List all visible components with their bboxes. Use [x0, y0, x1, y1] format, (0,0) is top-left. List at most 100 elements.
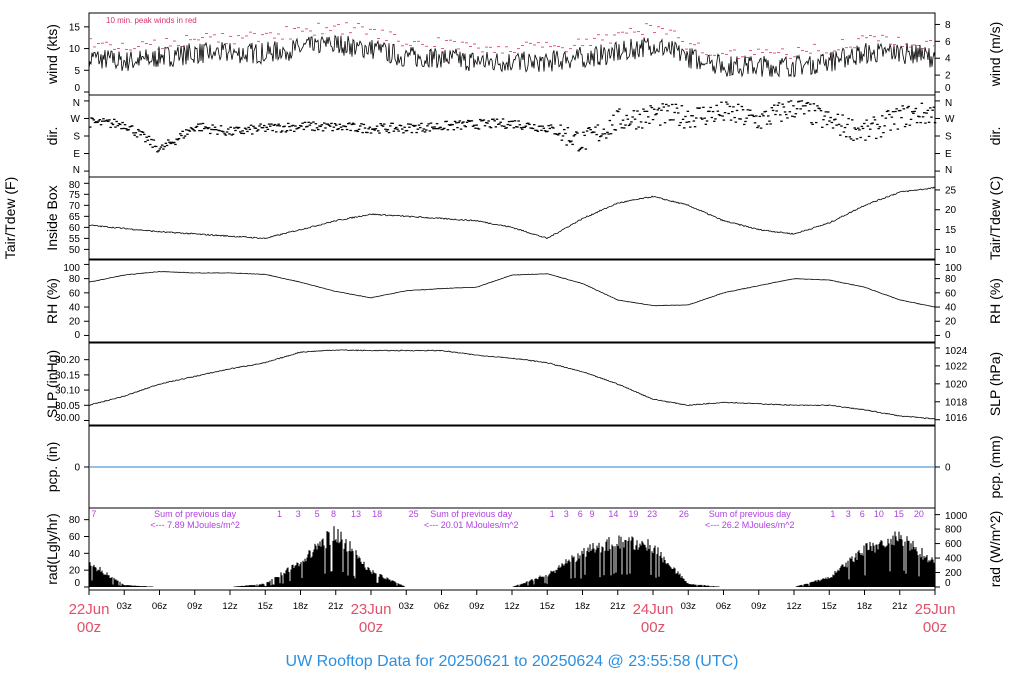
- y-axis-label: SLP (inHg): [44, 350, 60, 418]
- hour-marker-label: 10: [874, 509, 884, 519]
- y-tick-label: N: [73, 165, 80, 176]
- rh-series: [88, 271, 936, 308]
- y-tick-label-right: 15: [945, 225, 957, 236]
- y-tick-label-right: 0: [945, 463, 951, 474]
- y-tick-label: 20: [69, 317, 81, 328]
- annotation: 10 min. peak winds in red: [106, 16, 197, 25]
- panel-frame: [88, 342, 936, 426]
- y-tick-label: 30.15: [55, 370, 80, 381]
- x-tick-label: 03z: [117, 601, 133, 612]
- daily-sum-label: Sum of previous day: [709, 509, 792, 519]
- y-tick-label-right: 200: [945, 568, 962, 579]
- x-date-sublabel: 00z: [77, 619, 101, 636]
- x-tick-label: 06z: [152, 601, 168, 612]
- x-tick-label: 12z: [222, 601, 238, 612]
- panel-frame: [88, 12, 936, 96]
- y-tick-label: W: [71, 114, 81, 125]
- y-axis-label: wind (kts): [44, 24, 60, 85]
- y-tick-label-right: 80: [945, 274, 957, 285]
- y-tick-label-right: E: [945, 149, 952, 160]
- hour-marker-label: 3: [296, 509, 301, 519]
- x-date-label: 22Jun: [69, 601, 110, 618]
- hour-marker-label: 18: [372, 509, 382, 519]
- y-tick-label-right: 0: [945, 83, 951, 94]
- y-tick-label: 70: [69, 201, 81, 212]
- hour-marker-label: 7: [91, 509, 96, 519]
- y-tick-label: 40: [69, 549, 81, 560]
- hour-marker-label: 13: [351, 509, 361, 519]
- x-tick-label: 06z: [716, 601, 732, 612]
- y-tick-label-right: 6: [945, 37, 951, 48]
- y-tick-label-right: S: [945, 132, 952, 143]
- hour-marker-label: 19: [628, 509, 638, 519]
- y-axis-label: RH (%): [44, 278, 60, 324]
- y-tick-label-right: 1018: [945, 397, 968, 408]
- x-date-sublabel: 00z: [641, 619, 665, 636]
- hour-marker-label: 3: [564, 509, 569, 519]
- hour-marker-label: 1: [277, 509, 282, 519]
- y-axis-label-right: dir.: [987, 127, 1003, 146]
- y-tick-label-right: 600: [945, 539, 962, 550]
- y-tick-label: 80: [69, 515, 81, 526]
- y-tick-label-right: 40: [945, 303, 957, 314]
- y-tick-label: 30.10: [55, 386, 80, 397]
- y-axis-label: Tair/Tdew (F): [2, 177, 18, 259]
- y-tick-label: 0: [74, 83, 80, 94]
- x-tick-label: 18z: [575, 601, 591, 612]
- y-tick-label-right: 8: [945, 20, 951, 31]
- y-tick-label: N: [73, 98, 80, 109]
- y-tick-label: 5: [74, 66, 80, 77]
- y-tick-label: 65: [69, 212, 81, 223]
- x-tick-label: 15z: [822, 601, 838, 612]
- temp-series: [88, 186, 936, 240]
- x-tick-label: 18z: [857, 601, 873, 612]
- x-tick-label: 12z: [786, 601, 802, 612]
- y-tick-label: 100: [63, 263, 80, 274]
- y-tick-label: 15: [69, 22, 81, 33]
- y-axis-label-right: SLP (hPa): [987, 352, 1003, 416]
- x-tick-label: 21z: [892, 601, 908, 612]
- x-tick-label: 09z: [187, 601, 203, 612]
- y-axis-label-right: Tair/Tdew (C): [987, 176, 1003, 260]
- x-tick-label: 09z: [469, 601, 485, 612]
- chart-title: UW Rooftop Data for 20250621 to 20250624…: [286, 653, 739, 670]
- y-tick-label: 40: [69, 303, 81, 314]
- x-tick-label: 06z: [434, 601, 450, 612]
- y-tick-label-right: 800: [945, 525, 962, 536]
- y-tick-label: 20: [69, 566, 81, 577]
- y-tick-label-right: 20: [945, 317, 957, 328]
- y-tick-label: E: [73, 149, 80, 160]
- hour-marker-label: 1: [550, 509, 555, 519]
- panel-frame: [88, 176, 936, 260]
- hour-marker-label: 3: [846, 509, 851, 519]
- y-tick-label-right: 1022: [945, 361, 968, 372]
- y-tick-label-right: W: [945, 114, 955, 125]
- x-tick-label: 09z: [751, 601, 767, 612]
- y-tick-label: 60: [69, 288, 81, 299]
- y-tick-label: 0: [74, 463, 80, 474]
- hour-marker-label: 20: [914, 509, 924, 519]
- x-tick-label: 12z: [504, 601, 520, 612]
- y-tick-label-right: 0: [945, 330, 951, 341]
- x-tick-label: 21z: [610, 601, 626, 612]
- y-tick-label-right: 1016: [945, 413, 968, 424]
- y-tick-label-right: 4: [945, 54, 951, 65]
- x-date-sublabel: 00z: [359, 619, 383, 636]
- hour-marker-label: 25: [409, 509, 419, 519]
- y-tick-label: 30.20: [55, 355, 80, 366]
- y-tick-label-right: 60: [945, 288, 957, 299]
- y-tick-label-right: N: [945, 165, 952, 176]
- y-tick-label: 30.05: [55, 401, 80, 412]
- y-tick-label: 75: [69, 190, 81, 201]
- slp-series: [88, 349, 936, 420]
- x-date-sublabel: 00z: [923, 619, 947, 636]
- x-date-label: 25Jun: [915, 601, 956, 618]
- y-tick-label-right: 25: [945, 185, 957, 196]
- y-axis-label-right: wind (m/s): [987, 22, 1003, 88]
- peak-wind-series: [89, 22, 936, 60]
- x-tick-label: 03z: [681, 601, 697, 612]
